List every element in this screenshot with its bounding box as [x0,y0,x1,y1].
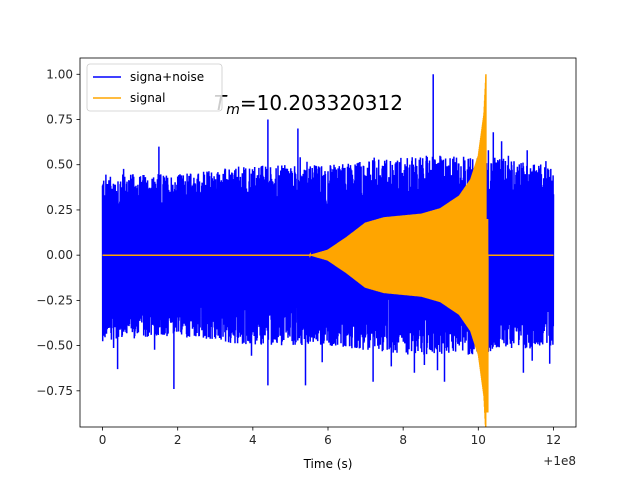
axes: 0 2 4 6 8 10 12 −0.75 −0.50 −0.25 0.00 0.25 0.50 0.75… [36,57,577,447]
legend: signa+noise signal [86,63,223,112]
annotation-text: Tm=10.203320312 [214,91,403,118]
y-tick-label: −0.50 [36,339,73,353]
legend-label: signal [130,91,166,105]
x-tick-label: 2 [174,433,182,447]
y-tick-label: 0.00 [46,248,73,262]
y-tick-label: 0.50 [46,158,73,172]
y-tick-label: 1.00 [46,67,73,81]
series-line-signal [102,74,554,427]
annotation-subscript: m [226,102,240,118]
legend-box [86,63,223,112]
x-tick-label: 10 [471,433,486,447]
x-tick-label: 0 [99,433,107,447]
y-tick-label: −0.75 [36,384,73,398]
x-tick-label: 4 [249,433,257,447]
x-axis-offset-label: +1e8 [543,454,576,468]
y-tick-label: 0.25 [46,203,73,217]
x-tick-label: 6 [324,433,332,447]
legend-label: signa+noise [130,70,204,84]
y-tick-label: 0.75 [46,113,73,127]
annotation-value: =10.203320312 [240,91,403,115]
x-axis-label: Time (s) [303,457,353,471]
x-tick-label: 8 [399,433,407,447]
merger-time-annotation: Tm=10.203320312 [214,91,403,118]
x-tick-label: 12 [546,433,561,447]
y-tick-label: −0.25 [36,293,73,307]
plot-area [101,74,555,427]
